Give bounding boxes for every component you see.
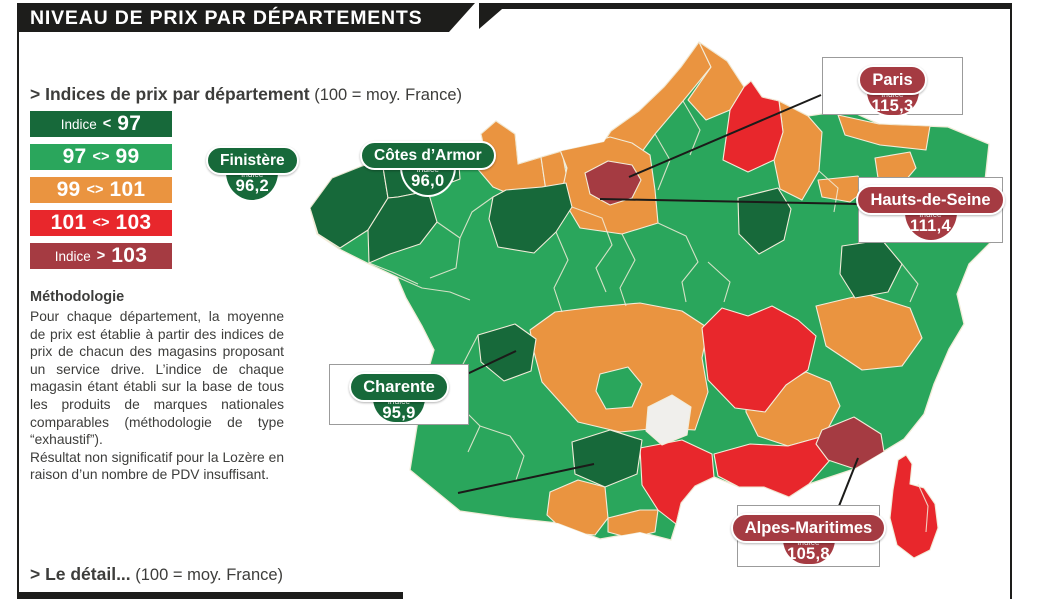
callout-box-alpes-maritimes: Alpes-Maritimes indice 105,8 xyxy=(730,505,887,567)
legend-operator: < xyxy=(102,116,112,132)
callout-cotes-darmor: Côtes d’Armor indice 96,0 xyxy=(360,141,496,197)
map-subtitle-bold: > Indices de prix par département xyxy=(30,84,310,104)
legend-operator: <> xyxy=(92,149,110,165)
legend-value: 99 xyxy=(115,145,140,168)
methodology-paragraph-1: Pour chaque département, la moyenne de p… xyxy=(30,309,284,448)
map-subtitle: > Indices de prix par département (100 =… xyxy=(30,84,462,105)
callout-hauts-de-seine: Hauts-de-Seine indice 111,4 xyxy=(856,185,1005,242)
callout-box-charente: Charente indice 95,9 xyxy=(329,364,469,425)
callout-charente-name: Charente xyxy=(349,372,449,402)
indice-value: 111,4 xyxy=(910,216,951,235)
callout-finistere-indice: indice 96,2 xyxy=(224,169,281,202)
callout-paris: Paris indice 115,3 xyxy=(858,65,927,117)
legend-value: 103 xyxy=(111,244,148,267)
legend-value: 101 xyxy=(50,211,87,234)
corsica-border-line xyxy=(917,483,929,533)
frame-rule-top xyxy=(498,3,1012,9)
dept-region xyxy=(488,182,573,254)
detail-heading-suffix: (100 = moy. France) xyxy=(130,566,284,584)
legend-value: 97 xyxy=(117,112,142,135)
indice-value: 96,0 xyxy=(411,171,445,190)
callout-cotes-darmor-name: Côtes d’Armor xyxy=(360,141,496,170)
legend-row-97-99: 97 <> 99 xyxy=(30,144,172,170)
callout-hauts-de-seine-name: Hauts-de-Seine xyxy=(856,185,1005,215)
legend-row-above-103: Indice > 103 xyxy=(30,243,172,269)
dept-region xyxy=(713,435,831,498)
dept-region xyxy=(607,509,659,539)
legend-label: Indice xyxy=(60,116,97,132)
frame-rule-right xyxy=(1010,3,1012,599)
detail-section-heading: > Le détail... (100 = moy. France) xyxy=(30,564,283,585)
dept-region xyxy=(645,394,692,446)
indice-value: 96,2 xyxy=(235,176,269,195)
callout-alpes-maritimes-name: Alpes-Maritimes xyxy=(730,513,887,543)
callout-finistere-name: Finistère xyxy=(206,146,299,175)
dept-region xyxy=(874,151,917,182)
dept-region xyxy=(595,366,643,410)
indice-value: 105,8 xyxy=(787,544,830,563)
dept-region xyxy=(815,293,923,371)
dept-region xyxy=(837,114,931,151)
callout-finistere: Finistère indice 96,2 xyxy=(206,146,299,202)
callout-box-paris: Paris indice 115,3 xyxy=(822,57,963,117)
titlebar-tail-shape xyxy=(479,3,509,29)
legend-row-101-103: 101 <> 103 xyxy=(30,210,172,236)
legend-row-99-101: 99 <> 101 xyxy=(30,177,172,203)
legend-value: 97 xyxy=(62,145,87,168)
callout-paris-name: Paris xyxy=(858,65,927,95)
legend: Indice < 97 97 <> 99 99 <> 101 101 <> 10… xyxy=(30,111,172,276)
page-title: NIVEAU DE PRIX PAR DÉPARTEMENTS xyxy=(17,3,475,32)
legend-value: 103 xyxy=(115,211,152,234)
legend-value: 99 xyxy=(56,178,81,201)
methodology-block: Méthodologie Pour chaque département, la… xyxy=(30,288,284,484)
next-section-bar xyxy=(17,592,403,599)
indice-value: 115,3 xyxy=(871,96,914,115)
methodology-paragraph-2: Résultat non significatif pour la Lozère… xyxy=(30,449,284,483)
methodology-heading: Méthodologie xyxy=(30,289,125,305)
legend-operator: <> xyxy=(86,182,104,198)
legend-operator: <> xyxy=(92,215,110,231)
legend-row-below-97: Indice < 97 xyxy=(30,111,172,137)
callout-cotes-darmor-indice: indice 96,0 xyxy=(399,164,456,197)
france-choropleth-map xyxy=(310,41,995,559)
dept-region xyxy=(701,305,817,413)
dept-region xyxy=(584,160,642,206)
legend-operator: > xyxy=(96,248,106,264)
callout-box-hauts-de-seine: Hauts-de-Seine indice 111,4 xyxy=(856,177,1005,243)
frame-rule-left xyxy=(17,3,19,599)
legend-value: 101 xyxy=(109,178,146,201)
legend-label: Indice xyxy=(54,248,91,264)
callout-alpes-maritimes: Alpes-Maritimes indice 105,8 xyxy=(730,513,887,566)
callout-alpes-maritimes-indice: indice 105,8 xyxy=(780,537,837,566)
indice-value: 95,9 xyxy=(382,403,416,422)
dept-region xyxy=(639,439,715,525)
detail-heading-bold: > Le détail... xyxy=(30,564,131,584)
callout-charente: Charente indice 95,9 xyxy=(349,372,449,424)
map-subtitle-suffix: (100 = moy. France) xyxy=(309,86,462,104)
callout-hauts-de-seine-indice: indice 111,4 xyxy=(902,209,959,242)
dept-region-corsica xyxy=(889,454,939,559)
